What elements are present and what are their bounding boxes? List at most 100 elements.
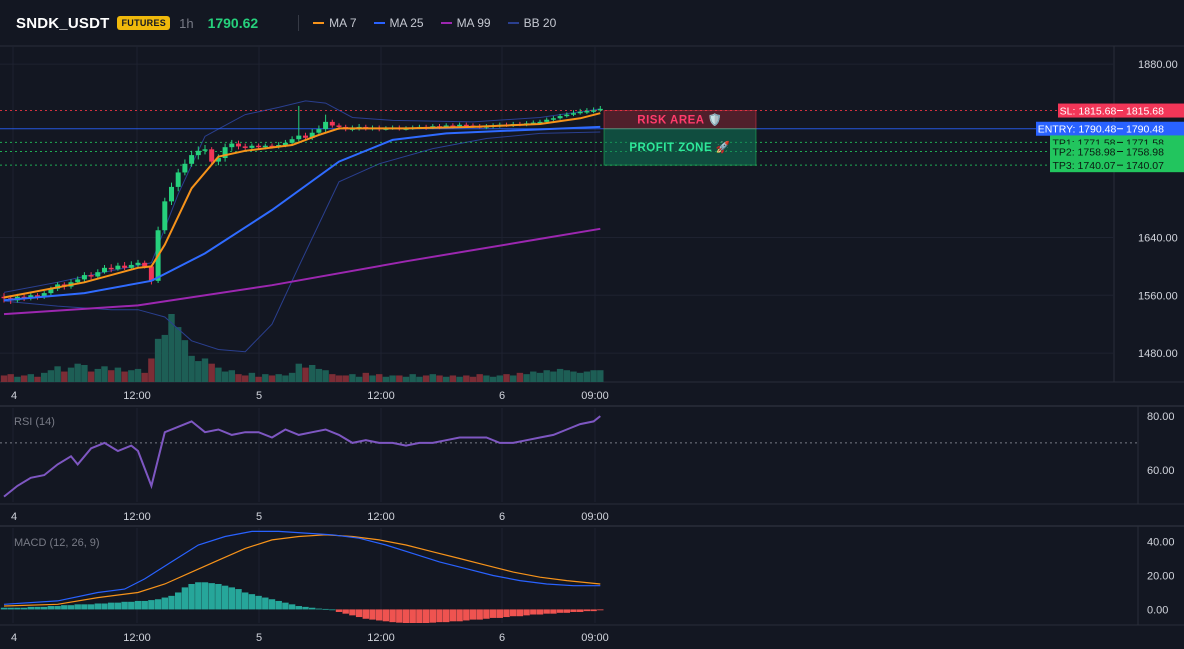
macd-histogram-bar bbox=[436, 609, 443, 623]
macd-histogram-bar bbox=[429, 609, 436, 623]
volume-bar bbox=[188, 355, 195, 382]
macd-histogram-bar bbox=[14, 607, 21, 610]
macd-histogram-bar bbox=[309, 607, 316, 610]
rsi-x-tick-label: 4 bbox=[11, 511, 17, 523]
profit-zone-label: PROFIT ZONE 🚀 bbox=[629, 140, 731, 154]
macd-histogram-bar bbox=[235, 589, 242, 610]
macd-histogram-bar bbox=[469, 609, 477, 620]
macd-x-tick-label: 4 bbox=[11, 632, 17, 644]
candle-body bbox=[222, 147, 228, 158]
chart-header: SNDK_USDT FUTURES 1h 1790.62 MA 7 MA 25 … bbox=[0, 0, 1184, 46]
candle-body bbox=[323, 121, 329, 130]
level-tag-bg bbox=[1036, 121, 1184, 136]
candle-body bbox=[597, 108, 603, 111]
macd-histogram-bar bbox=[54, 606, 61, 610]
timeframe[interactable]: 1h bbox=[179, 15, 194, 31]
legend-ma99[interactable]: MA 99 bbox=[440, 16, 491, 30]
level-tag-value: 1790.48 bbox=[1126, 124, 1164, 136]
macd-x-tick-label: 12:00 bbox=[367, 632, 395, 644]
volume-bar bbox=[282, 375, 289, 382]
macd-histogram-bar bbox=[228, 587, 235, 610]
volume-bar bbox=[94, 368, 101, 382]
volume-bar bbox=[362, 372, 369, 382]
macd-histogram-bar bbox=[282, 602, 289, 610]
candle-body bbox=[102, 267, 107, 273]
volume-bar bbox=[503, 374, 510, 382]
macd-histogram-bar bbox=[168, 595, 175, 610]
candle-body bbox=[577, 111, 583, 114]
candle-body bbox=[169, 186, 174, 202]
macd-histogram-bar bbox=[376, 609, 383, 621]
candle-body bbox=[236, 143, 241, 147]
profit-zone-box bbox=[603, 128, 757, 166]
candle-body bbox=[242, 146, 248, 148]
volume-bar bbox=[114, 367, 122, 382]
macd-histogram-bar bbox=[242, 592, 249, 610]
legend-bb20-swatch bbox=[507, 22, 519, 24]
candle-body bbox=[457, 124, 463, 127]
macd-x-tick-label: 5 bbox=[256, 632, 262, 644]
macd-histogram-bar bbox=[262, 597, 269, 610]
candle-body bbox=[35, 295, 40, 297]
macd-histogram-bar bbox=[161, 597, 168, 610]
macd-x-tick-label: 12:00 bbox=[123, 632, 151, 644]
macd-histogram-bar bbox=[489, 609, 497, 618]
macd-histogram-bar bbox=[302, 606, 309, 610]
macd-histogram-bar bbox=[456, 609, 463, 622]
volume-bar bbox=[268, 375, 276, 382]
volume-bar bbox=[20, 375, 28, 382]
volume-bar bbox=[376, 374, 383, 382]
macd-histogram-bar bbox=[288, 604, 296, 610]
main-x-tick-label: 09:00 bbox=[581, 390, 609, 402]
candle-body bbox=[142, 262, 148, 267]
macd-histogram-bar bbox=[20, 607, 28, 610]
volume-bar bbox=[128, 370, 135, 382]
risk-area-label: RISK AREA 🛡️ bbox=[637, 113, 722, 127]
volume-bar bbox=[463, 375, 470, 382]
candle-body bbox=[41, 293, 47, 297]
volume-bar bbox=[87, 371, 95, 382]
volume-bar bbox=[429, 374, 436, 382]
volume-bar bbox=[242, 375, 249, 382]
volume-bar bbox=[101, 366, 108, 382]
volume-bar bbox=[543, 370, 550, 382]
symbol-name[interactable]: SNDK_USDT bbox=[16, 14, 110, 32]
legend-ma25[interactable]: MA 25 bbox=[373, 16, 424, 30]
volume-bar bbox=[563, 370, 570, 382]
volume-bar bbox=[389, 375, 396, 382]
volume-bar bbox=[121, 371, 128, 382]
volume-bar bbox=[510, 375, 517, 382]
macd-histogram-bar bbox=[510, 609, 517, 617]
volume-bar bbox=[248, 372, 256, 382]
volume-bar bbox=[7, 374, 14, 382]
candle-body bbox=[175, 172, 181, 187]
volume-bar bbox=[396, 375, 403, 382]
candle-body bbox=[289, 139, 295, 143]
macd-histogram-bar bbox=[536, 609, 544, 615]
volume-bar bbox=[201, 358, 209, 382]
candle-body bbox=[571, 113, 576, 115]
macd-histogram-bar bbox=[389, 609, 396, 623]
volume-bar bbox=[34, 376, 41, 382]
macd-line bbox=[3, 530, 601, 605]
legend-ma7-swatch bbox=[313, 22, 325, 24]
volume-bar bbox=[315, 368, 323, 382]
candle-body bbox=[282, 142, 288, 145]
macd-histogram-bar bbox=[382, 609, 390, 622]
volume-bar bbox=[262, 374, 269, 382]
indicator-legend: MA 7 MA 25 MA 99 BB 20 bbox=[313, 16, 573, 30]
volume-bar bbox=[456, 376, 463, 382]
macd-histogram-bar bbox=[154, 599, 162, 610]
level-tag-label: TP2: 1758.98 bbox=[1052, 147, 1115, 159]
macd-histogram-bar bbox=[0, 607, 8, 610]
candle-body bbox=[256, 145, 262, 148]
volume-bar bbox=[0, 375, 8, 382]
macd-axis-tick-label: 40.00 bbox=[1147, 537, 1175, 549]
candle-body bbox=[209, 149, 215, 162]
macd-histogram-bar bbox=[175, 592, 182, 610]
legend-bb20[interactable]: BB 20 bbox=[507, 16, 556, 30]
volume-bar bbox=[436, 375, 443, 382]
legend-ma7[interactable]: MA 7 bbox=[313, 16, 357, 30]
macd-histogram-bar bbox=[268, 599, 276, 610]
